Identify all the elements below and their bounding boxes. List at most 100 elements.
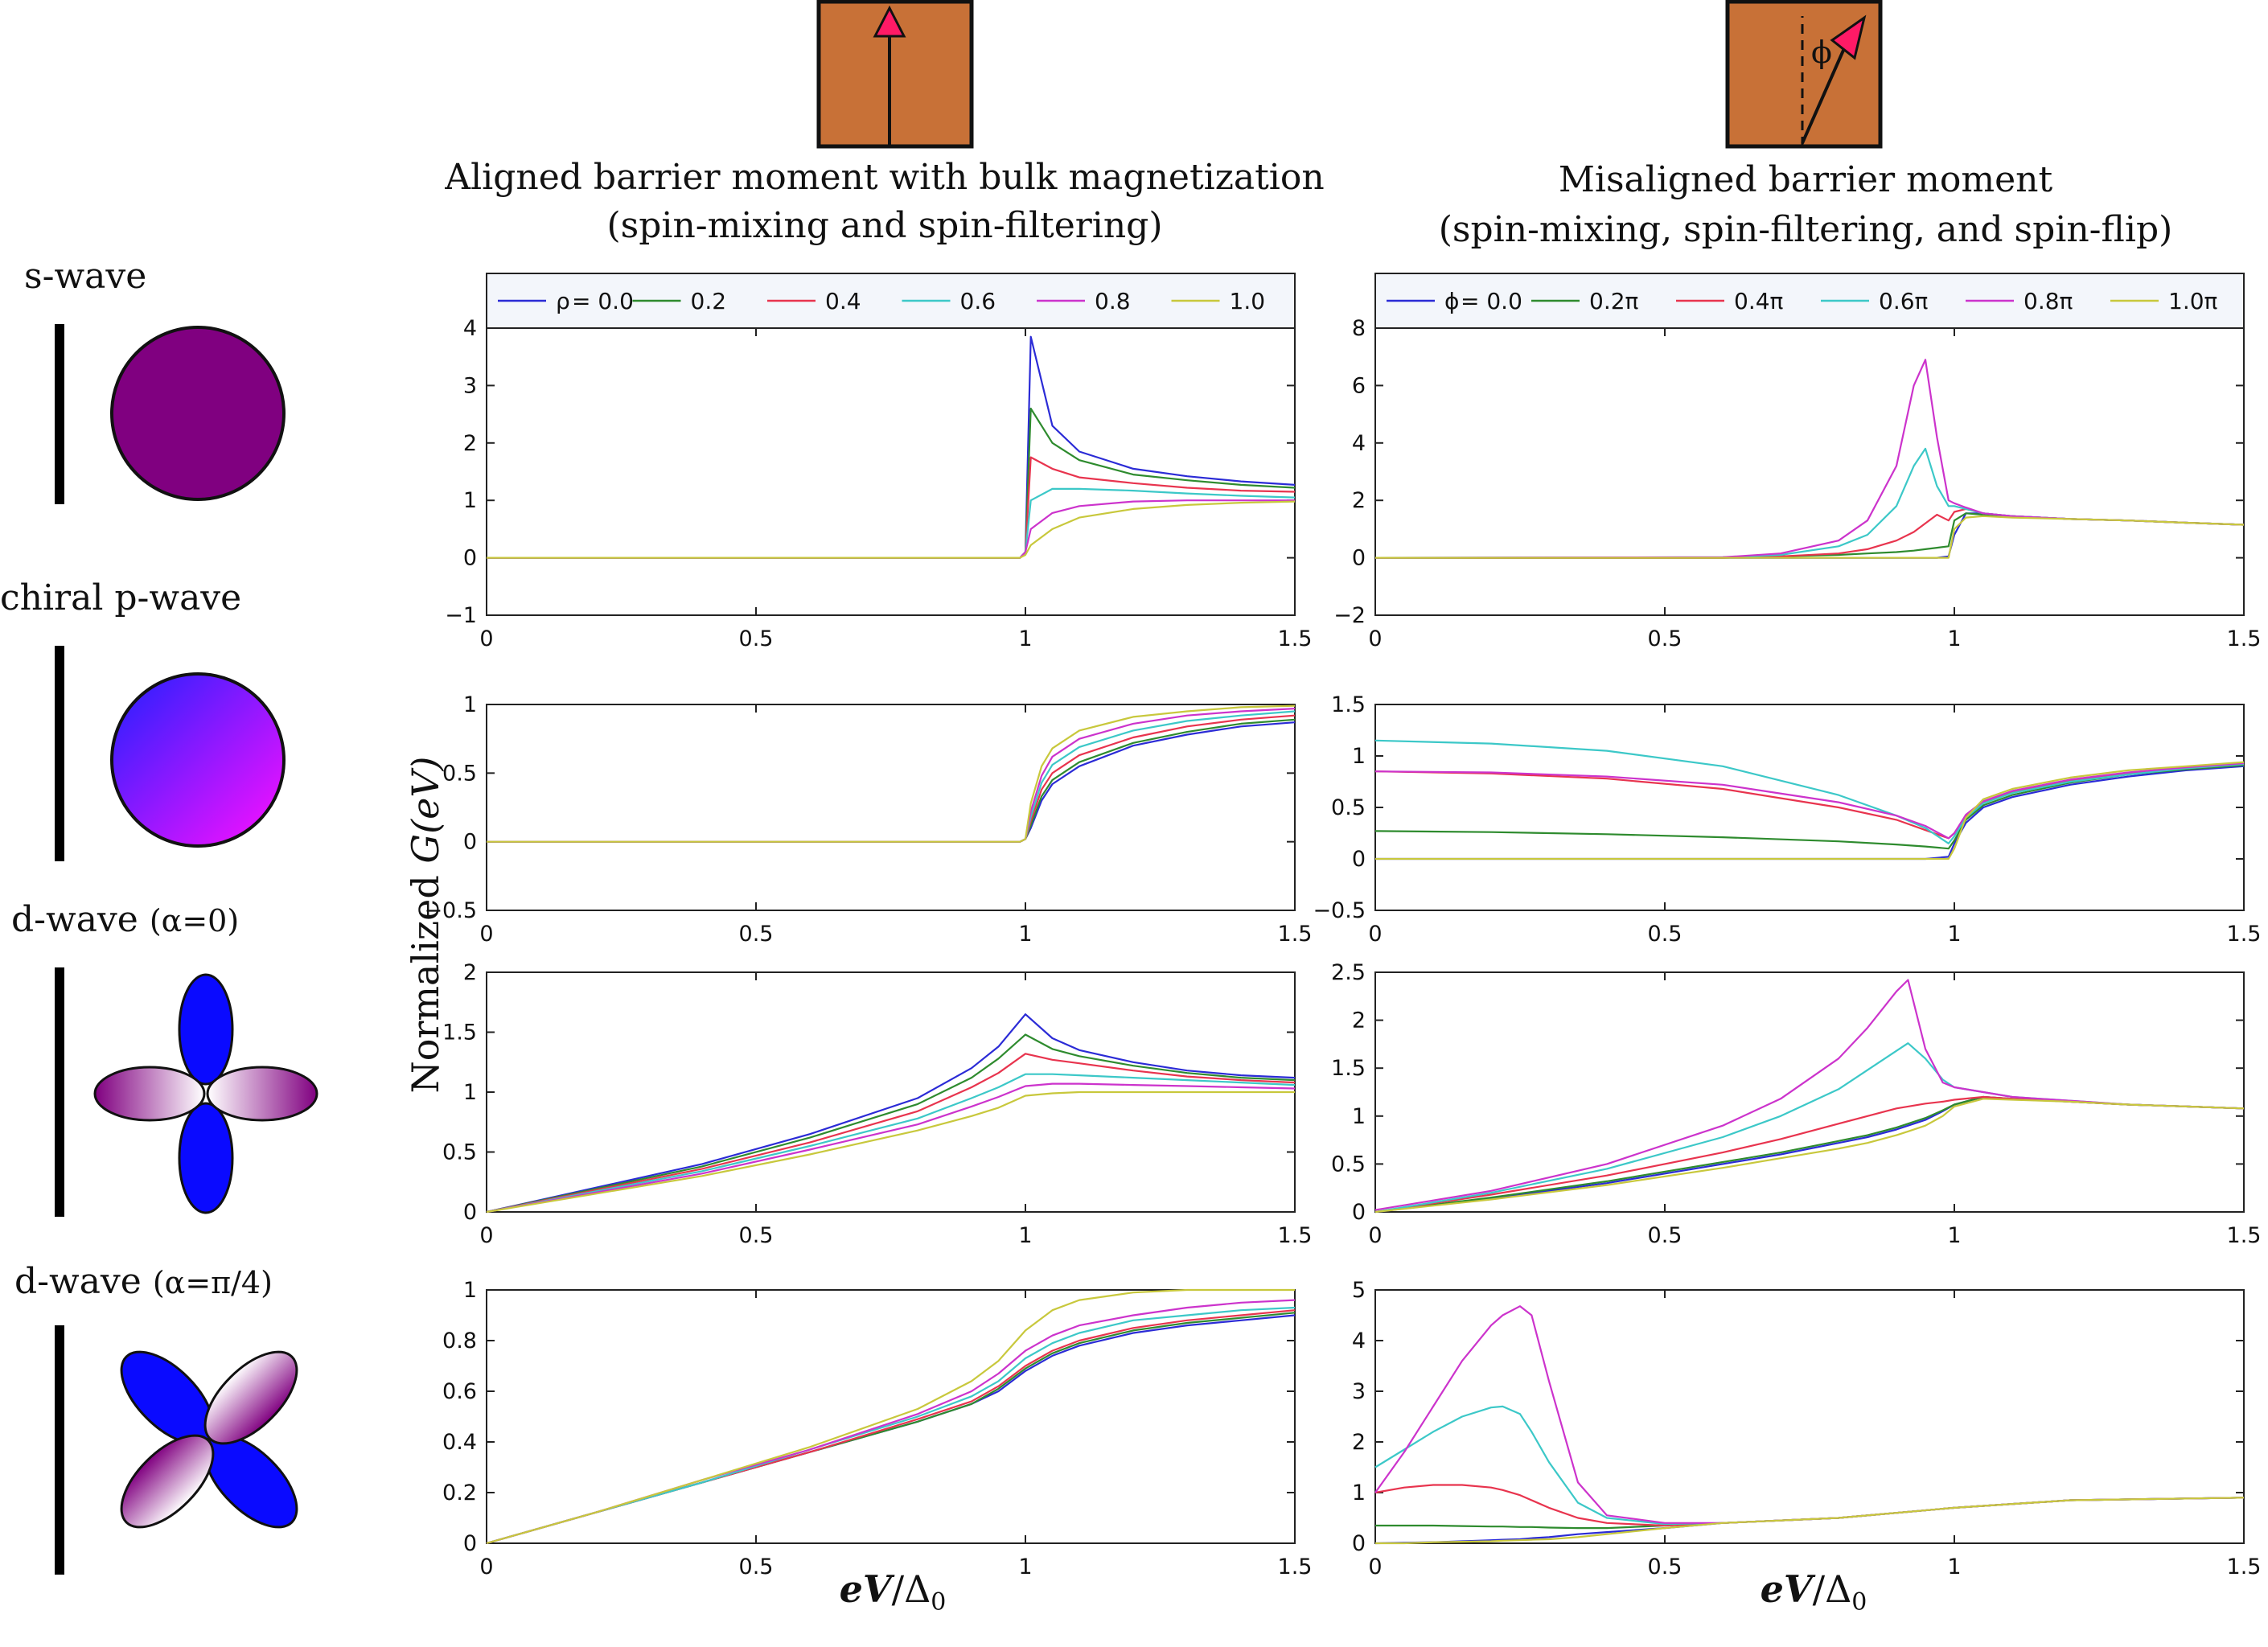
legend-box (1374, 273, 2245, 329)
plot-frame (1374, 1289, 2245, 1544)
misaligned-barrier-icon: ϕ (1725, 0, 1883, 149)
row-label-d-wave-0: d-wave (α=0) (11, 899, 239, 940)
panel-aligned-d-wave-0: 0 0.5 1 1.5 0 0.5 1 1.5 2 (442, 960, 1312, 1248)
y-tick-label: 5 (1352, 1278, 1366, 1303)
x-tick-label: 1 (1947, 626, 1961, 651)
y-tick-label: 1.5 (1331, 1056, 1366, 1081)
x-tick-label: 1 (1018, 922, 1032, 947)
y-tick-label: 0 (1352, 1200, 1366, 1225)
panel-misaligned-d-wave-0: 0 0.5 1 1.5 0 0.5 1 1.5 2 2.5 (1331, 960, 2261, 1248)
y-tick-label: 1 (463, 692, 477, 717)
legend-label: 0.4 (825, 288, 861, 314)
x-tick-label: 0 (1368, 922, 1382, 947)
series-line-2 (486, 1053, 1296, 1214)
series-line-4 (487, 499, 1295, 559)
left-title-line-1: Aligned barrier moment with bulk magneti… (444, 157, 1324, 198)
series-line-5 (486, 1288, 1295, 1545)
y-tick-label: 2 (463, 960, 477, 985)
series-line-0 (486, 1013, 1296, 1214)
y-tick-label: 1 (1352, 1104, 1366, 1129)
y-tick-label: 0.2 (442, 1481, 477, 1505)
legend-label: 0.8 (1095, 288, 1131, 314)
x-tick-label: 0 (479, 922, 493, 947)
y-tick-label: −2 (1333, 603, 1366, 628)
x-tick-label: 1.5 (2227, 626, 2262, 651)
x-tick-label: 1.5 (2227, 1555, 2262, 1579)
y-tick-label: −0.5 (1313, 898, 1366, 923)
y-tick-label: 0.5 (1331, 795, 1366, 820)
series-line-3 (486, 1073, 1296, 1214)
y-tick-label: 0 (463, 546, 477, 571)
x-tick-label: 1 (1947, 1555, 1961, 1579)
x-tick-label: 0 (1368, 626, 1382, 651)
x-tick-label: 1.5 (2227, 1223, 2262, 1248)
series-line-5 (487, 704, 1296, 843)
legend-label: = 0.0 (1461, 288, 1522, 314)
plot-frame (486, 704, 1296, 911)
y-tick-label: −1 (445, 603, 477, 628)
y-tick-label: 0.4 (442, 1430, 477, 1455)
y-tick-label: 0 (1352, 1531, 1366, 1556)
left-title-line-2: (spin-mixing and spin-filtering) (606, 205, 1162, 246)
x-tick-label: 1.5 (1278, 626, 1313, 651)
x-tick-label: 1 (1018, 1555, 1032, 1579)
panel-aligned-d-wave-45: 0 0.5 1 1.5 0 0.2 0.4 0.6 0.8 1 (442, 1278, 1312, 1579)
plot-frame (486, 1289, 1296, 1544)
legend-label: 0.6 (960, 288, 996, 314)
legend-label: 0.4π (1734, 288, 1784, 314)
y-tick-label: 3 (1352, 1379, 1366, 1404)
y-tick-label: 8 (1352, 316, 1366, 341)
x-tick-label: 0 (479, 1223, 493, 1248)
y-tick-label: 0 (1352, 847, 1366, 872)
x-tick-label: 0.5 (1648, 626, 1683, 651)
y-tick-label: 0 (463, 1531, 477, 1556)
y-tick-label: 2.5 (1331, 960, 1366, 985)
y-tick-label: 1.5 (1331, 692, 1366, 717)
panel-misaligned-p-wave: 0 0.5 1 1.5−0.500.511.5 (1313, 692, 2261, 947)
y-tick-label: 0.6 (442, 1379, 477, 1404)
barrier-bar-d-wave-0 (55, 967, 64, 1217)
plot-frame (1374, 704, 2245, 911)
y-tick-label: 0 (463, 1200, 477, 1225)
x-tick-label: 1 (1947, 922, 1961, 947)
series-line-5 (1374, 1098, 2245, 1214)
barrier-bar-s-wave (55, 324, 64, 504)
x-tick-label: 0.5 (1648, 1555, 1683, 1579)
legend-symbol: ϕ (1444, 288, 1459, 314)
panel-aligned-p-wave: 0 0.5 1 1.5−0.500.51 (424, 692, 1312, 947)
y-tick-label: 0 (463, 830, 477, 855)
y-tick-label: 2 (1352, 1008, 1366, 1033)
x-tick-label: 1.5 (2227, 922, 2262, 947)
x-tick-label: 0.5 (739, 1555, 774, 1579)
d-wave-0-gap-icon (93, 973, 318, 1214)
phi-label: ϕ (1811, 35, 1832, 70)
y-tick-label: 0 (1352, 546, 1366, 571)
y-tick-label: −0.5 (424, 898, 477, 923)
y-tick-label: 4 (1352, 431, 1366, 456)
legend-label: = 0.0 (572, 288, 634, 314)
x-tick-label: 1.5 (1278, 1555, 1313, 1579)
x-axis-label-left: eV/Δ0 (840, 1567, 947, 1616)
x-tick-label: 0.5 (1648, 922, 1683, 947)
y-tick-label: 3 (463, 373, 477, 398)
series-line-5 (1375, 761, 2245, 860)
x-axis-label-right: eV/Δ0 (1761, 1567, 1867, 1616)
row-label-d-wave-45: d-wave (α=π/4) (14, 1261, 273, 1302)
series-line-5 (487, 500, 1296, 559)
y-tick-label: 6 (1352, 373, 1366, 398)
legend-label: 0.8π (2024, 288, 2073, 314)
y-axis-label: Normalized G(eV) (404, 756, 447, 1093)
y-tick-label: 1 (1352, 744, 1366, 769)
row-label-s-wave: s-wave (24, 256, 146, 297)
legend-label: 1.0 (1230, 288, 1266, 314)
y-tick-label: 0.5 (1331, 1152, 1366, 1177)
y-tick-label: 0.8 (442, 1329, 477, 1353)
x-tick-label: 0 (479, 1555, 493, 1579)
legend-label: 0.2 (691, 288, 727, 314)
x-tick-label: 1.5 (1278, 922, 1313, 947)
right-title-line-1: Misaligned barrier moment (1559, 159, 2053, 200)
y-tick-label: 0.5 (442, 1140, 477, 1165)
